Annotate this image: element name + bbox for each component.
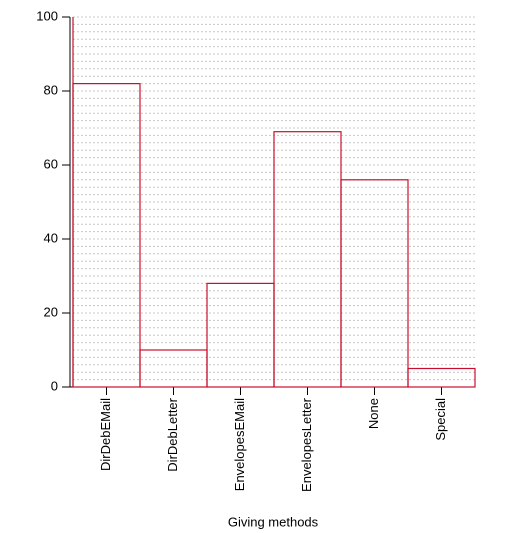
x-tick-label: None — [366, 398, 381, 429]
x-tick-label: DirDebLetter — [165, 397, 180, 471]
x-tick-label: EnvelopesEMail — [232, 398, 247, 491]
x-tick-label: Special — [433, 398, 448, 441]
y-tick-label: 80 — [44, 82, 58, 97]
bar — [407, 367, 476, 388]
x-axis-label: Giving methods — [228, 514, 319, 529]
y-tick-label: 40 — [44, 230, 58, 245]
bar — [72, 82, 141, 388]
bar — [273, 131, 342, 388]
y-tick-label: 20 — [44, 304, 58, 319]
x-tick-label: EnvelopesLetter — [299, 397, 314, 492]
x-tick-label: DirDebEMail — [98, 398, 113, 471]
y-tick-label: 0 — [51, 378, 58, 393]
bar — [139, 349, 208, 388]
y-tick-label: 60 — [44, 156, 58, 171]
y-tick-label: 100 — [36, 8, 58, 23]
bar — [340, 179, 409, 388]
